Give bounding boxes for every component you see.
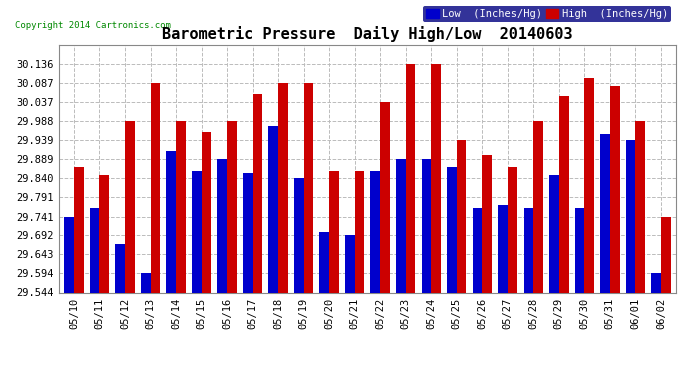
Bar xyxy=(201,132,211,292)
Bar xyxy=(380,102,390,292)
Legend: Low  (Inches/Hg), High  (Inches/Hg): Low (Inches/Hg), High (Inches/Hg) xyxy=(423,6,671,22)
Bar xyxy=(329,171,339,292)
Bar xyxy=(498,205,508,292)
Bar xyxy=(661,216,671,292)
Bar xyxy=(141,273,150,292)
Bar xyxy=(431,64,441,292)
Bar xyxy=(371,171,380,292)
Bar xyxy=(99,174,109,292)
Bar xyxy=(422,159,431,292)
Bar xyxy=(90,209,99,292)
Bar xyxy=(227,122,237,292)
Bar xyxy=(268,126,278,292)
Bar xyxy=(610,86,620,292)
Bar xyxy=(457,140,466,292)
Title: Barometric Pressure  Daily High/Low  20140603: Barometric Pressure Daily High/Low 20140… xyxy=(162,27,573,42)
Text: Copyright 2014 Cartronics.com: Copyright 2014 Cartronics.com xyxy=(15,21,171,30)
Bar xyxy=(508,167,518,292)
Bar xyxy=(294,178,304,292)
Bar xyxy=(355,171,364,292)
Bar xyxy=(575,209,584,292)
Bar xyxy=(584,78,594,292)
Bar xyxy=(559,96,569,292)
Bar xyxy=(549,175,559,292)
Bar xyxy=(74,167,83,292)
Bar xyxy=(217,159,227,292)
Bar xyxy=(176,122,186,292)
Bar xyxy=(166,152,176,292)
Bar xyxy=(345,235,355,292)
Bar xyxy=(482,155,492,292)
Bar xyxy=(600,134,610,292)
Bar xyxy=(125,122,135,292)
Bar xyxy=(626,140,635,292)
Bar xyxy=(64,216,74,292)
Bar xyxy=(304,83,313,292)
Bar xyxy=(447,167,457,292)
Bar xyxy=(319,232,329,292)
Bar xyxy=(278,83,288,292)
Bar xyxy=(396,159,406,292)
Bar xyxy=(115,243,125,292)
Bar xyxy=(524,209,533,292)
Bar xyxy=(150,83,160,292)
Bar xyxy=(651,273,661,292)
Bar xyxy=(635,122,645,292)
Bar xyxy=(253,94,262,292)
Bar xyxy=(406,64,415,292)
Bar xyxy=(473,209,482,292)
Bar xyxy=(533,122,543,292)
Bar xyxy=(243,173,253,292)
Bar xyxy=(192,171,201,292)
